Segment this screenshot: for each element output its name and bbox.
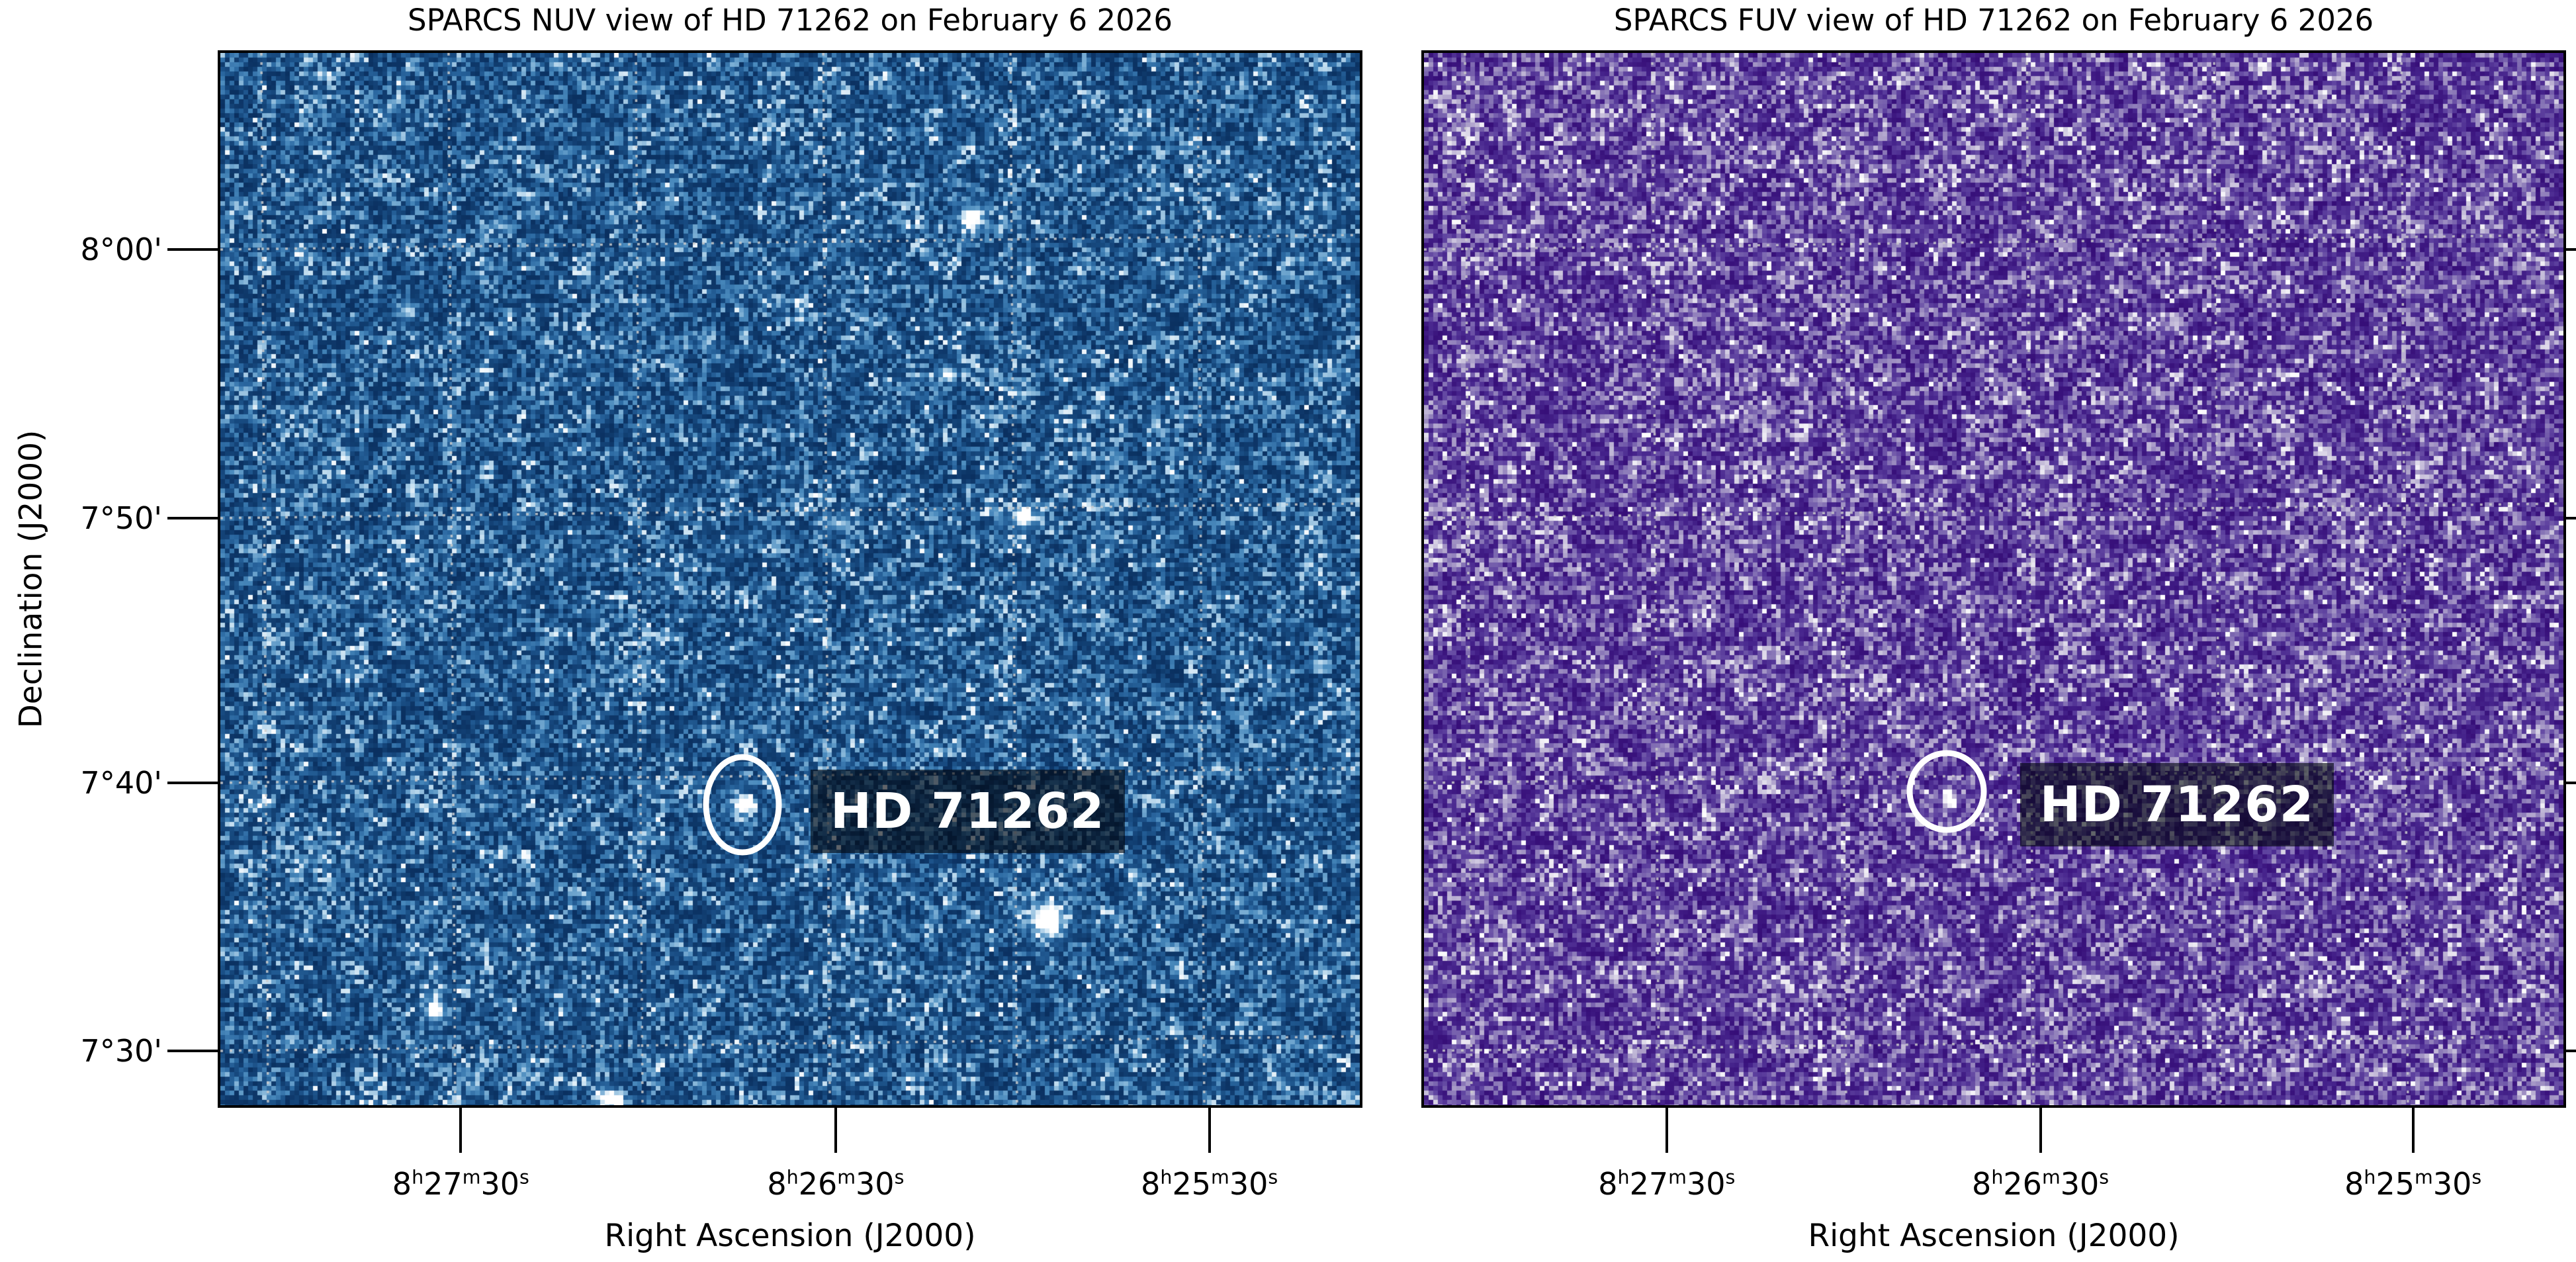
x-tick-label: 8h25m30s [2344,1166,2482,1202]
x-tick-mark [1665,1108,1668,1153]
y-tick-mark [2566,781,2576,784]
tick-unit-superscript: s [2099,1166,2110,1189]
y-tick-mark [2566,516,2576,519]
tick-unit-superscript: m [2041,1166,2061,1189]
y-tick-mark [167,248,218,251]
nuv-image-canvas [220,53,1360,1105]
fuv-target-label: HD 71262 [2020,763,2334,847]
tick-unit-superscript: h [1160,1166,1173,1189]
y-tick-label: 7°40' [80,764,162,801]
x-tick-label: 8h27m30s [392,1166,529,1202]
x-tick-mark [459,1108,463,1153]
fuv-image-canvas [1424,53,2563,1105]
tick-unit-superscript: m [462,1166,481,1189]
y-tick-label: 8°00' [80,232,162,267]
x-tick-mark [834,1108,837,1153]
tick-unit-superscript: m [2415,1166,2433,1189]
x-tick-mark [2039,1108,2042,1153]
tick-unit-superscript: h [1617,1166,1630,1189]
tick-unit-superscript: h [412,1166,424,1189]
x-tick-mark [2411,1108,2415,1153]
y-tick-mark [167,1049,218,1052]
nuv-target-label: HD 71262 [810,769,1125,853]
tick-unit-superscript: h [786,1166,799,1189]
x-tick-label: 8h26m30s [1972,1166,2110,1202]
tick-unit-superscript: s [2471,1166,2482,1189]
y-tick-label: 7°30' [80,1032,162,1069]
tick-unit-superscript: s [894,1166,905,1189]
nuv-x-axis-label: Right Ascension (J2000) [604,1218,976,1254]
y-tick-mark [2566,1049,2576,1052]
tick-unit-superscript: m [837,1166,856,1189]
fuv-x-axis-label: Right Ascension (J2000) [1808,1218,2180,1254]
tick-unit-superscript: s [519,1166,529,1189]
tick-unit-superscript: s [1725,1166,1736,1189]
nuv-title: SPARCS NUV view of HD 71262 on February … [408,3,1173,38]
tick-unit-superscript: m [1211,1166,1229,1189]
fuv-plot-area: HD 71262 [1421,50,2566,1108]
tick-unit-superscript: h [1991,1166,2004,1189]
x-tick-label: 8h26m30s [767,1166,905,1202]
x-tick-label: 8h27m30s [1598,1166,1736,1202]
x-tick-label: 8h25m30s [1141,1166,1278,1202]
y-axis-label: Declination (J2000) [13,429,50,729]
nuv-plot-area: HD 71262 [218,50,1362,1108]
y-tick-mark [2566,248,2576,251]
tick-unit-superscript: s [1268,1166,1278,1189]
fuv-title: SPARCS FUV view of HD 71262 on February … [1613,3,2374,38]
y-tick-mark [167,516,218,519]
tick-unit-superscript: h [2364,1166,2376,1189]
x-tick-mark [1208,1108,1211,1153]
y-tick-mark [167,781,218,784]
y-tick-label: 7°50' [80,500,162,536]
tick-unit-superscript: m [1668,1166,1687,1189]
